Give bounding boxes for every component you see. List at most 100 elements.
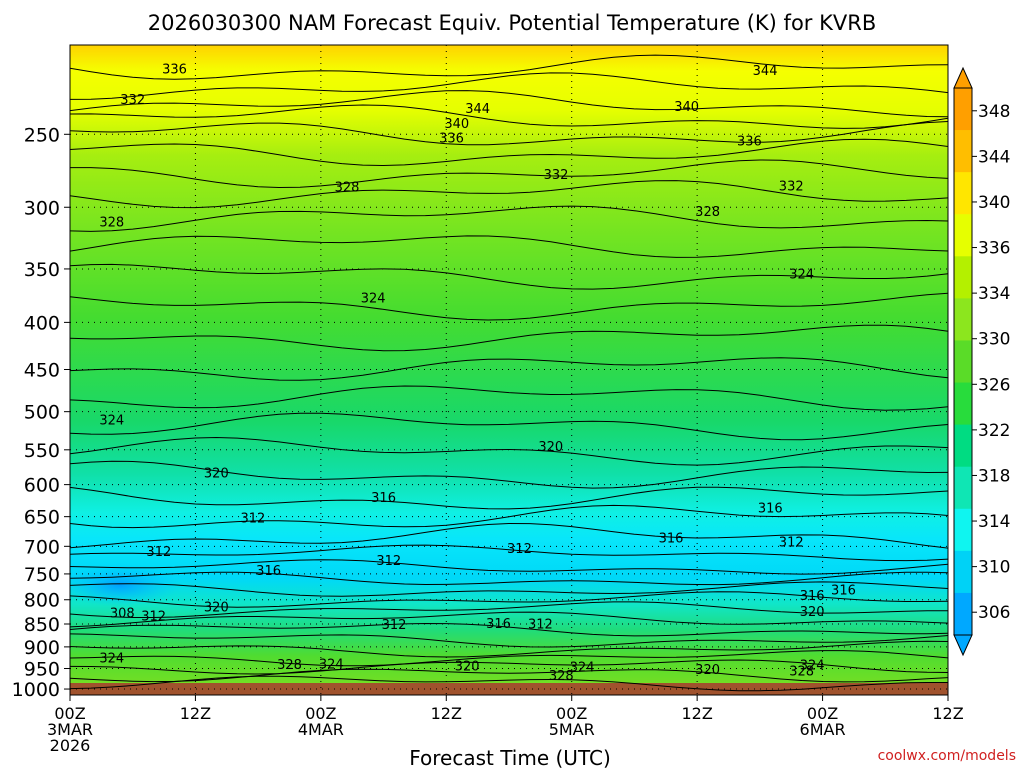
colorbar-arrow-bottom (953, 634, 973, 657)
chart-title: 2026030300 NAM Forecast Equiv. Potential… (148, 11, 876, 35)
contour-label: 324 (361, 292, 386, 307)
contour-line (70, 640, 948, 658)
y-tick-label: 800 (24, 590, 60, 612)
contour-label: 320 (204, 601, 229, 616)
x-tick-label: 3MAR (47, 720, 93, 739)
contour-label: 332 (120, 93, 145, 108)
y-tick-label: 500 (24, 402, 60, 424)
contour-label: 332 (779, 179, 804, 194)
contour-line (70, 121, 948, 146)
cold-pool (70, 563, 180, 607)
contour-label: 328 (335, 181, 360, 196)
contour-line (70, 675, 948, 692)
y-tick-label: 950 (24, 659, 60, 681)
contour-line (70, 235, 948, 258)
contour-line (70, 54, 948, 80)
contour-label: 340 (674, 100, 699, 115)
colorbar-label: 344 (978, 147, 1010, 167)
x-tick-label: 12Z (180, 704, 211, 723)
x-tick-label: 12Z (932, 704, 963, 723)
contour-label: 320 (204, 466, 229, 481)
contour-label: 320 (800, 605, 825, 620)
contour-label: 336 (737, 135, 762, 150)
y-tick-label: 450 (24, 360, 60, 382)
y-tick-label: 250 (24, 124, 60, 146)
x-axis-title: Forecast Time (UTC) (409, 746, 611, 768)
watermark: coolwx.com/models (878, 748, 1016, 764)
contour-label: 316 (758, 501, 783, 516)
y-tick-label: 900 (24, 637, 60, 659)
x-tick-label: 12Z (431, 704, 462, 723)
contour-line (70, 90, 948, 118)
colorbar-frame (953, 87, 973, 636)
contour-line (70, 292, 948, 321)
colorbar: 348 344 340 336 334 330 326 322 318 314 310 306 (953, 66, 1010, 657)
contour-label: 324 (570, 660, 595, 675)
colorbar-segment (954, 340, 972, 384)
contour-label: 312 (141, 609, 166, 624)
contour-label: 320 (455, 660, 480, 675)
y-tick-label: 550 (24, 440, 60, 462)
contour-label: 344 (753, 64, 778, 79)
contour-label: 312 (779, 536, 804, 551)
contour-label: 328 (549, 669, 574, 684)
colorbar-label: 318 (978, 466, 1010, 486)
colorbar-label: 334 (978, 284, 1010, 304)
contour-label: 328 (695, 205, 720, 220)
contour-label: 324 (800, 658, 825, 673)
contour-label: 344 (465, 102, 490, 117)
contour-line (70, 633, 948, 648)
contour-line (70, 559, 948, 575)
contour-line (70, 650, 948, 667)
colorbar-label: 326 (978, 375, 1010, 395)
colorbar-segment (954, 298, 972, 341)
colorbar-segment (954, 550, 972, 594)
contour-label: 324 (99, 651, 124, 666)
colorbar-label: 340 (978, 193, 1010, 213)
contour-label: 328 (789, 665, 814, 680)
contour-line (70, 659, 948, 675)
contour-line (70, 622, 948, 637)
x-tick-label: 00Z (305, 704, 336, 723)
contour-line (70, 486, 948, 510)
contour-label: 324 (319, 657, 344, 672)
colorbar-segment (954, 88, 972, 131)
contour-line (70, 460, 948, 489)
colorbar-segment (954, 424, 972, 468)
x-tick-label: 00Z (807, 704, 838, 723)
contour-line (70, 138, 948, 167)
y-tick-label: 850 (24, 614, 60, 636)
contour-label: 312 (146, 545, 171, 560)
y-axis: 2503003504004505005506006507007508008509… (12, 124, 70, 701)
y-tick-label: 650 (24, 507, 60, 529)
contour-label: 316 (800, 589, 825, 604)
y-tick-label: 400 (24, 312, 60, 334)
x-tick-label: 5MAR (549, 720, 595, 739)
y-tick-label: 700 (24, 536, 60, 558)
y-tick-label: 350 (24, 259, 60, 281)
contour-label: 308 (110, 607, 135, 622)
contour-line (70, 611, 948, 628)
contour-label: 316 (659, 532, 684, 547)
contour-label: 328 (277, 658, 302, 673)
contour-label: 312 (528, 618, 553, 633)
contour-label: 320 (695, 663, 720, 678)
contour-line (70, 324, 948, 352)
colorbar-label: 348 (978, 102, 1010, 122)
colorbar-segment (954, 592, 972, 636)
colorbar-label: 322 (978, 421, 1010, 441)
grid (70, 45, 948, 695)
contour-label: 312 (376, 554, 401, 569)
contour-line (70, 205, 948, 232)
contour-label: 336 (162, 62, 187, 77)
y-tick-label: 1000 (12, 679, 60, 701)
colorbar-label: 330 (978, 330, 1010, 350)
contour-line (70, 412, 948, 441)
contour-line (70, 581, 948, 597)
contour-label: 336 (439, 131, 464, 146)
y-tick-label: 750 (24, 564, 60, 586)
contour-line (70, 591, 948, 608)
x-tick-label: 4MAR (298, 720, 344, 739)
colorbar-label: 306 (978, 603, 1010, 623)
